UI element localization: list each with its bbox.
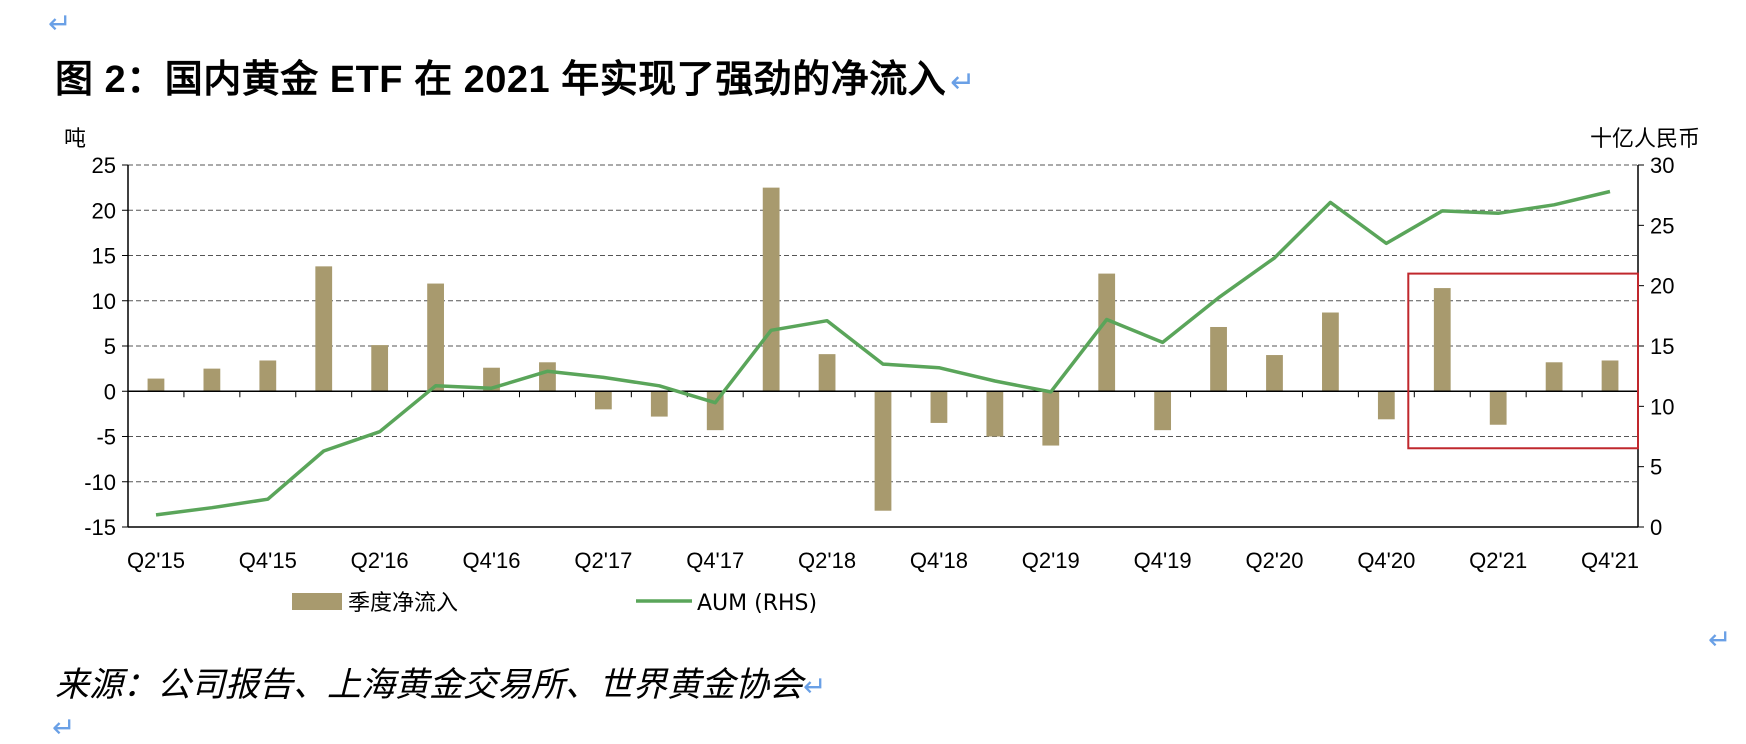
x-tick-label: Q4'21	[1581, 548, 1639, 573]
right-tick-label: 25	[1650, 213, 1674, 238]
x-tick-label: Q2'17	[574, 548, 632, 573]
x-tick-label: Q2'15	[127, 548, 185, 573]
legend-label-line: AUM (RHS)	[697, 591, 817, 616]
right-tick-label: 20	[1650, 274, 1674, 299]
x-tick-label: Q2'18	[798, 548, 856, 573]
chart-title-text: 图 2：国内黄金 ETF 在 2021 年实现了强劲的净流入	[55, 59, 947, 101]
bar-Q3'18	[874, 391, 892, 511]
right-axis-ticks: 30 25 20 15 10 5 0	[1638, 153, 1674, 540]
left-tick-label: 0	[104, 379, 116, 404]
x-tick-label: Q2'16	[351, 548, 409, 573]
bar-Q2'16	[371, 345, 389, 392]
bar-Q2'17	[594, 391, 612, 410]
aum-line-group	[155, 189, 1611, 517]
legend-swatch-bar	[292, 593, 342, 610]
x-tick-label: Q4'19	[1134, 548, 1192, 573]
bar-Q1'16	[315, 266, 333, 392]
aum-line	[155, 189, 1611, 517]
right-tick-label: 10	[1650, 394, 1674, 419]
bar-Q1'18	[762, 187, 780, 392]
right-axis-unit: 十亿人民币	[1590, 127, 1700, 152]
x-tick-label: Q4'18	[910, 548, 968, 573]
bar-Q1'19	[986, 391, 1004, 437]
bars-group	[147, 187, 1619, 511]
chart-title: 图 2：国内黄金 ETF 在 2021 年实现了强劲的净流入 ↵	[55, 48, 976, 103]
bar-Q2'21	[1489, 391, 1507, 425]
right-tick-label: 15	[1650, 334, 1674, 359]
right-tick-label: 0	[1650, 515, 1662, 540]
bar-Q3'21	[1545, 362, 1563, 392]
x-tick-label: Q2'20	[1245, 548, 1303, 573]
left-tick-label: -10	[84, 470, 116, 495]
source-note: 来源：公司报告、上海黄金交易所、世界黄金协会↵	[55, 657, 826, 706]
bar-Q3'15	[203, 368, 221, 392]
x-tick-label: Q4'17	[686, 548, 744, 573]
source-text: 来源：公司报告、上海黄金交易所、世界黄金协会	[55, 665, 803, 705]
zero-axis-group	[127, 390, 1639, 398]
bar-Q3'16	[427, 283, 444, 392]
x-tick-label: Q2'19	[1022, 548, 1080, 573]
bar-Q4'15	[259, 360, 277, 392]
left-tick-label: -15	[84, 515, 116, 540]
highlight-box-group	[1407, 272, 1639, 450]
left-tick-label: -5	[96, 425, 116, 450]
bar-Q2'15	[147, 378, 165, 392]
paragraph-mark-title: ↵	[950, 66, 976, 99]
bar-Q1'20	[1210, 326, 1227, 392]
paragraph-mark-source: ↵	[803, 670, 827, 703]
x-axis-ticks: Q2'15 Q4'15 Q2'16 Q4'16 Q2'17 Q4'17 Q2'18 Q4'18…	[127, 548, 1639, 573]
legend-label-bar: 季度净流入	[348, 591, 458, 616]
x-tick-label: Q4'20	[1357, 548, 1415, 573]
bar-Q4'21	[1601, 360, 1619, 392]
bar-Q4'19	[1154, 391, 1172, 431]
bar-Q1'17	[539, 362, 556, 392]
left-tick-label: 5	[104, 334, 116, 359]
x-tick-label: Q2'21	[1469, 548, 1527, 573]
highlight-box	[1407, 272, 1639, 450]
right-tick-label: 30	[1650, 153, 1674, 178]
left-axis-unit: 吨	[64, 127, 86, 152]
x-tick-label: Q4'15	[239, 548, 297, 573]
right-tick-label: 5	[1650, 455, 1662, 480]
paragraph-mark-right: ↵	[1708, 623, 1732, 656]
left-tick-label: 20	[92, 198, 116, 223]
bar-Q3'17	[650, 391, 668, 417]
bar-Q2'18	[818, 354, 836, 392]
bar-Q3'19	[1098, 273, 1116, 392]
paragraph-mark-bottom: ↵	[52, 711, 76, 744]
bar-Q2'19	[1042, 391, 1060, 446]
bar-Q2'20	[1266, 355, 1283, 392]
bar-Q4'18	[930, 391, 948, 423]
bar-Q1'21	[1433, 288, 1451, 392]
left-tick-label: 10	[92, 289, 116, 314]
left-tick-label: 15	[92, 244, 116, 269]
bar-Q3'20	[1322, 312, 1339, 392]
left-tick-label: 25	[92, 153, 116, 178]
bar-Q4'20	[1377, 391, 1395, 420]
paragraph-mark-top: ↵	[48, 7, 72, 40]
legend: 季度净流入 AUM (RHS)	[292, 591, 817, 616]
left-axis-ticks: 25 20 15 10 5 0 -5 -10 -15	[84, 153, 128, 540]
x-tick-label: Q4'16	[463, 548, 521, 573]
